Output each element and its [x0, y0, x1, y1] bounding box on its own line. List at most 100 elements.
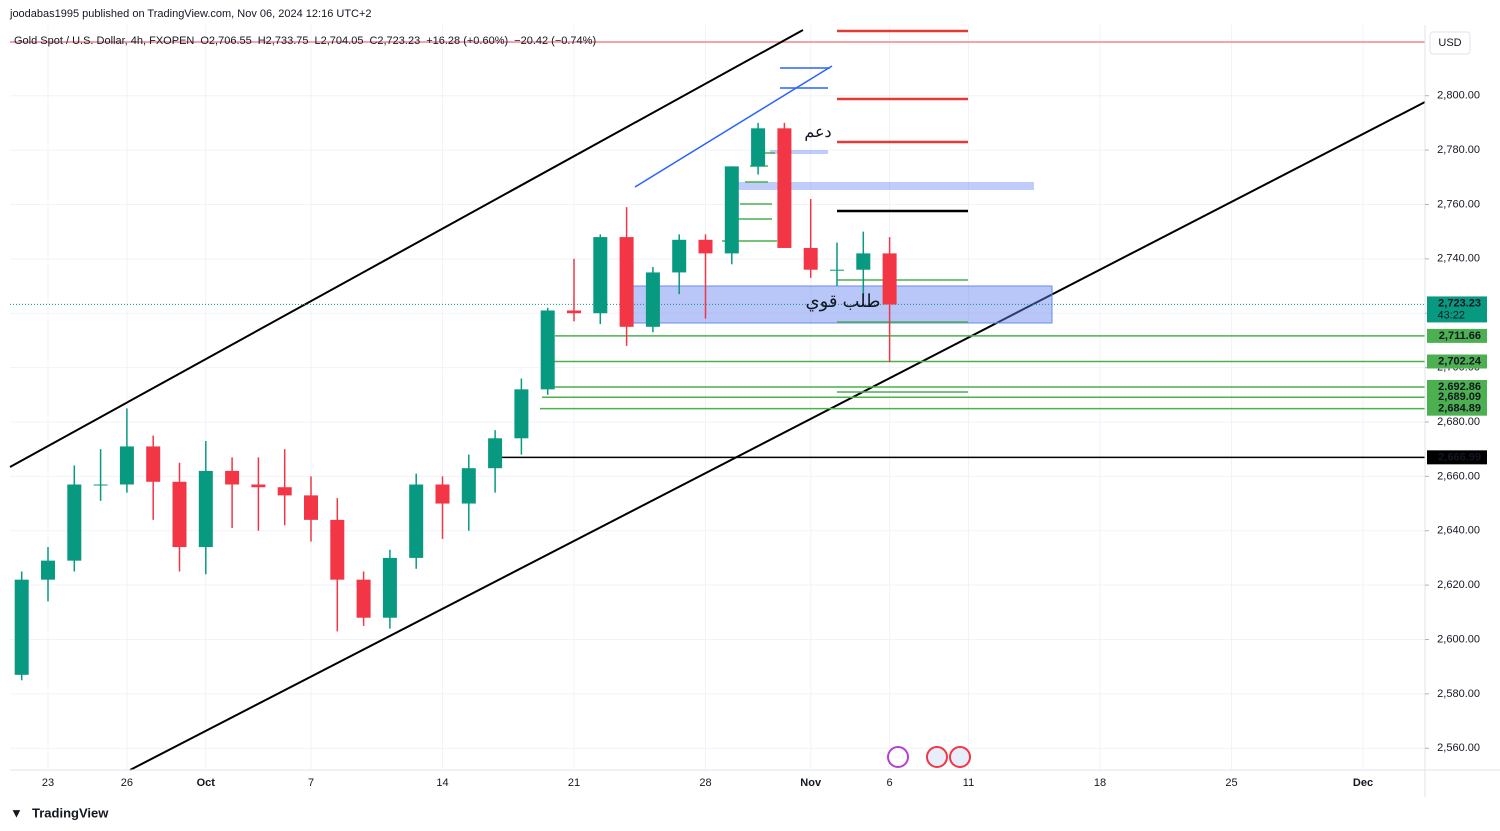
y-tick-label: 2,640.00 [1437, 525, 1480, 537]
candle-body [882, 253, 897, 305]
candle-body [619, 237, 634, 327]
event-icon[interactable] [949, 746, 971, 768]
x-tick-label: Nov [800, 777, 822, 789]
candle-body [751, 128, 766, 167]
level-label-box [1427, 354, 1487, 369]
candle-body [593, 237, 608, 314]
level-label: 2,692.86 [1438, 381, 1481, 393]
level-label-box [1427, 450, 1487, 465]
candle-body [514, 389, 529, 439]
candle-body [461, 468, 476, 504]
candle-body [409, 484, 424, 558]
last-price-label: 2,723.23 [1438, 297, 1481, 309]
x-tick-label: 14 [436, 777, 448, 789]
demand-zone [627, 285, 1053, 324]
candle-body [435, 484, 450, 504]
candle-body [488, 438, 503, 469]
candle-body [856, 253, 871, 270]
candle-body [304, 495, 318, 520]
candle-body [356, 579, 371, 618]
currency-button[interactable] [1429, 31, 1471, 55]
y-tick-label: 2,760.00 [1437, 198, 1480, 210]
y-tick-label: 2,580.00 [1437, 688, 1480, 700]
red-marks [837, 29, 968, 144]
level-label-box [1427, 390, 1487, 405]
candle-body [803, 247, 818, 270]
y-tick-label: 2,780.00 [1437, 144, 1480, 156]
x-tick-label: 23 [42, 777, 54, 789]
x-tick-label: 21 [568, 777, 580, 789]
event-icon[interactable] [926, 746, 948, 768]
candle-body [41, 560, 55, 580]
channel-upper [9, 29, 804, 468]
ohlc-value: H2,733.75 [258, 35, 309, 47]
candle-body [119, 446, 134, 485]
ohlc-value: C2,723.23 [369, 35, 420, 47]
candle-body [540, 310, 555, 390]
axes: 2,560.00 2,580.00 2,600.00 2,620.00 2,640.00… [42, 90, 1487, 789]
candle-body [724, 166, 739, 254]
level-label-box [1427, 401, 1487, 416]
level-label: 2,711.66 [1439, 330, 1481, 342]
footer: TradingView [32, 805, 109, 820]
candle-body [198, 470, 213, 548]
candle-body [330, 519, 345, 580]
x-tick-label: 7 [308, 777, 314, 789]
ohlc-value: L2,704.05 [315, 35, 364, 47]
y-tick-label: 2,680.00 [1437, 416, 1480, 428]
level-label: 2,666.99 [1438, 451, 1481, 463]
y-tick-label: 2,560.00 [1437, 742, 1480, 754]
legend: Gold Spot / U.S. Dollar, 4h, FXOPEN O2,7… [14, 35, 596, 47]
chart-title: Gold Spot / U.S. Dollar, 4h, FXOPEN [14, 35, 194, 47]
trend-line [634, 65, 833, 188]
annotation: طلب قوي [806, 291, 881, 312]
level-label: 2,702.24 [1438, 355, 1482, 367]
level-label-box [1427, 328, 1487, 343]
ohlc-value: +16.28 (+0.60%) [426, 35, 508, 47]
x-tick-label: 11 [963, 777, 974, 789]
currency[interactable]: USD [1438, 37, 1461, 49]
candle-body [251, 484, 266, 488]
countdown: 43:22 [1437, 309, 1465, 321]
candle-body [777, 128, 792, 248]
candle-body [382, 557, 397, 618]
annotation: دعم [804, 124, 831, 141]
y-tick-label: 2,800.00 [1437, 90, 1480, 102]
x-tick-label: 6 [887, 777, 893, 789]
x-tick-label: 26 [121, 777, 133, 789]
candle-body [277, 487, 292, 496]
level-label: 2,689.09 [1438, 391, 1481, 403]
candle-body [567, 310, 581, 314]
candle-body [672, 239, 687, 273]
x-tick-label: 18 [1094, 777, 1106, 789]
candle-body [830, 269, 844, 271]
candle-body [172, 481, 187, 548]
channel-lower [129, 101, 1426, 771]
candle-body [67, 484, 82, 561]
x-tick-label: 28 [699, 777, 711, 789]
x-tick-label: 25 [1225, 777, 1237, 789]
candle-body [645, 272, 660, 327]
x-tick-label: Oct [197, 777, 216, 789]
publisher: joodabas1995 published on TradingView.co… [9, 8, 372, 20]
small-zone [770, 150, 828, 154]
candle-body [93, 484, 108, 486]
candles [14, 122, 897, 681]
candle-body [698, 239, 713, 254]
event-icon[interactable] [887, 746, 909, 768]
levels [10, 303, 1425, 459]
level-label: 2,684.89 [1438, 403, 1481, 415]
last-price-box [1427, 296, 1487, 323]
supply-zone [733, 182, 1034, 190]
ohlc-value: O2,706.55 [200, 35, 251, 47]
y-tick-label: 2,620.00 [1437, 579, 1480, 591]
y-tick-label: 2,740.00 [1437, 253, 1480, 265]
candle-body [14, 579, 29, 675]
y-tick-label: 2,660.00 [1437, 470, 1480, 482]
day-change: −20.42 (−0.74%) [514, 35, 596, 47]
x-tick-label: Dec [1353, 777, 1373, 789]
footer-logo: ▼ [10, 805, 23, 820]
candle-body [146, 446, 161, 482]
